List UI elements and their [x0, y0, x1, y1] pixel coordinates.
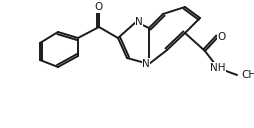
Text: O: O [94, 2, 103, 12]
Text: O: O [217, 32, 225, 42]
Text: NH: NH [210, 63, 225, 73]
Text: N: N [141, 59, 149, 69]
Text: CH₃: CH₃ [240, 70, 254, 80]
Text: N: N [135, 17, 142, 27]
